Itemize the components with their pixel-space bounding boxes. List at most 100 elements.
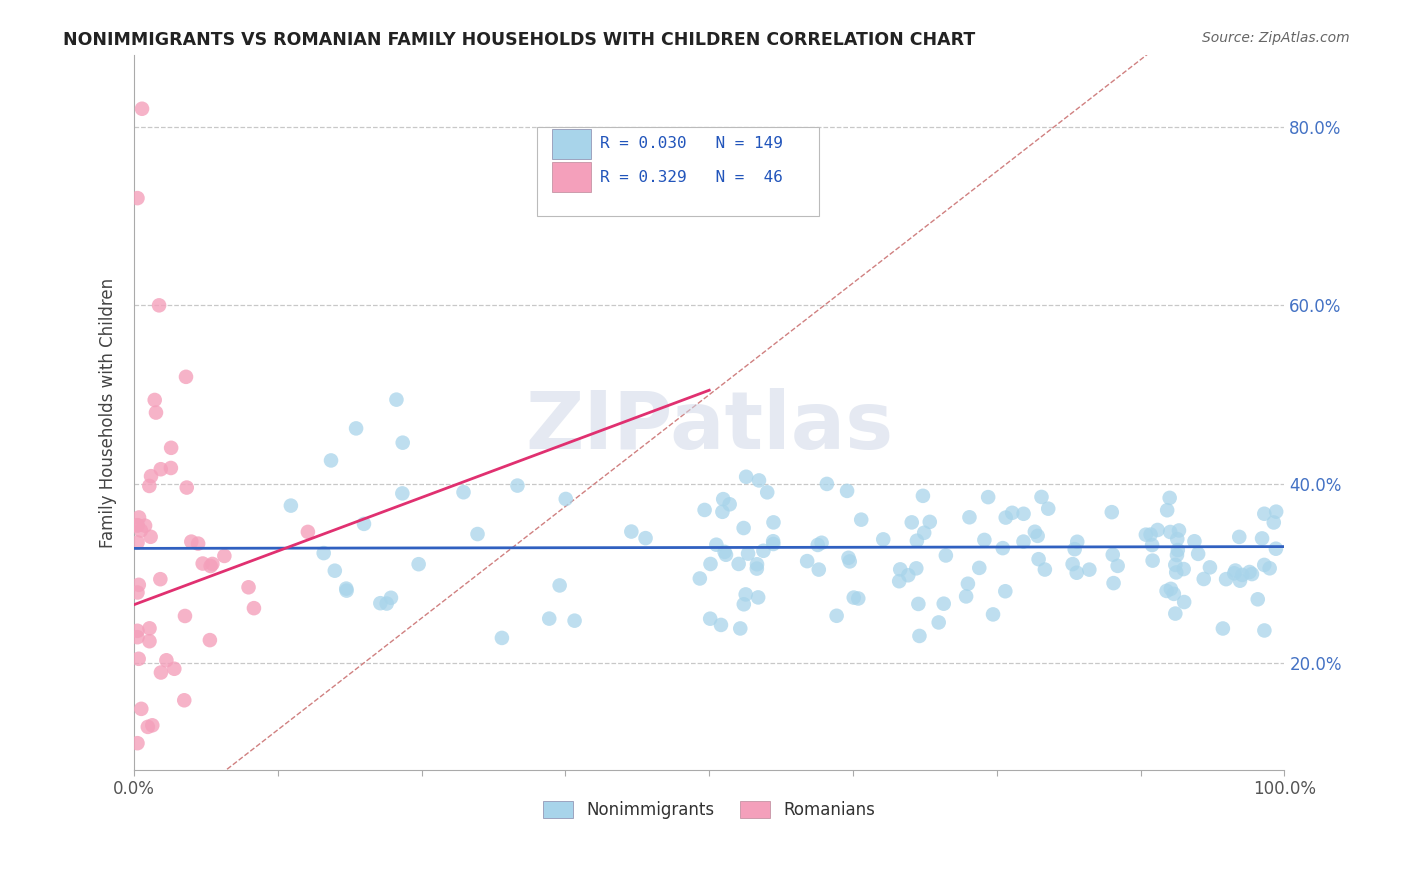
Point [344, 421, 367, 435]
Point [838, 554, 860, 568]
Point [1215, 572, 1237, 586]
Point [1247, 592, 1270, 607]
Point [554, 491, 576, 506]
Y-axis label: Family Households with Children: Family Households with Children [100, 277, 117, 548]
Point [699, 557, 721, 571]
Point [908, 629, 931, 643]
Point [1239, 565, 1261, 579]
Point [1140, 538, 1163, 552]
Point [138, 634, 160, 648]
Point [748, 474, 770, 488]
Point [1199, 560, 1222, 574]
Point [548, 578, 571, 592]
Point [149, 572, 172, 586]
Point [174, 609, 197, 624]
Point [1001, 506, 1024, 520]
Point [1159, 524, 1181, 539]
Point [745, 558, 768, 572]
Point [134, 518, 156, 533]
Point [128, 578, 150, 592]
Point [733, 521, 755, 535]
Point [815, 477, 838, 491]
Point [807, 563, 830, 577]
Point [730, 622, 752, 636]
Point [956, 576, 979, 591]
Point [1031, 490, 1053, 504]
Point [928, 615, 950, 630]
Point [375, 597, 398, 611]
Point [752, 543, 775, 558]
Point [897, 568, 920, 582]
Point [1107, 558, 1129, 573]
Point [128, 510, 150, 524]
Point [187, 536, 209, 550]
Point [149, 665, 172, 680]
FancyBboxPatch shape [551, 162, 591, 193]
Point [745, 561, 768, 575]
Point [713, 545, 735, 559]
Point [174, 369, 197, 384]
Point [918, 515, 941, 529]
Point [129, 524, 152, 538]
Point [889, 574, 911, 589]
Point [846, 591, 869, 606]
FancyBboxPatch shape [551, 128, 591, 159]
Point [160, 441, 183, 455]
Point [912, 525, 935, 540]
Point [200, 559, 222, 574]
Point [1163, 587, 1185, 601]
Point [807, 538, 830, 552]
Point [1012, 507, 1035, 521]
Point [796, 554, 818, 568]
Point [1166, 532, 1188, 546]
Point [1012, 534, 1035, 549]
Point [1033, 562, 1056, 576]
Point [1173, 562, 1195, 576]
Point [1101, 548, 1123, 562]
Point [977, 490, 1000, 504]
Point [155, 653, 177, 667]
Text: NONIMMIGRANTS VS ROMANIAN FAMILY HOUSEHOLDS WITH CHILDREN CORRELATION CHART: NONIMMIGRANTS VS ROMANIAN FAMILY HOUSEHO… [63, 31, 976, 49]
Point [1026, 529, 1049, 543]
Point [973, 533, 995, 547]
Point [127, 518, 149, 533]
Point [1166, 548, 1188, 562]
Point [385, 392, 408, 407]
Point [173, 693, 195, 707]
Point [907, 597, 929, 611]
Point [1212, 622, 1234, 636]
Point [1038, 501, 1060, 516]
Point [699, 612, 721, 626]
Point [564, 614, 586, 628]
Point [911, 489, 934, 503]
Point [1063, 542, 1085, 557]
Point [1101, 505, 1123, 519]
Point [1028, 552, 1050, 566]
Point [959, 510, 981, 524]
Point [1184, 534, 1206, 549]
Point [1232, 568, 1254, 582]
Point [1225, 564, 1247, 578]
Point [704, 538, 727, 552]
Point [620, 524, 643, 539]
Point [932, 597, 955, 611]
Point [900, 516, 922, 530]
Point [127, 630, 149, 644]
Point [335, 582, 357, 596]
Point [762, 516, 785, 530]
Point [370, 596, 392, 610]
Point [280, 499, 302, 513]
Point [714, 548, 737, 562]
Point [180, 534, 202, 549]
Point [735, 469, 758, 483]
Point [1173, 595, 1195, 609]
Point [981, 607, 1004, 622]
Point [733, 597, 755, 611]
Point [127, 518, 149, 533]
FancyBboxPatch shape [537, 127, 818, 216]
Point [319, 453, 342, 467]
Point [336, 583, 359, 598]
Point [353, 516, 375, 531]
Point [143, 392, 166, 407]
Point [538, 612, 561, 626]
